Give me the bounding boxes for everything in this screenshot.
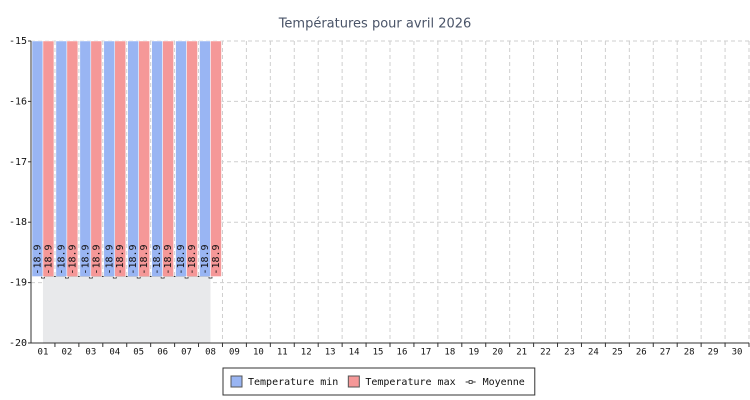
legend-box [222,367,536,396]
bar [90,40,103,277]
x-tick-label: 22 [540,348,551,358]
bar-value-label: -18.9 [80,244,91,274]
bar-value-label: -18.9 [32,244,43,274]
x-tick-label: 15 [373,348,384,358]
legend: Temperature min Temperature max Moyenne [222,367,536,396]
x-tick-label: 02 [61,348,72,358]
bar-value-label: -18.9 [211,244,222,274]
bar [175,40,187,277]
x-tick-label: 26 [636,348,647,358]
legend-label: Temperature min [248,377,338,388]
bar-value-label: -18.9 [91,244,102,274]
y-tick-label: -19 [9,278,27,289]
bar [186,40,198,277]
y-tick-label: -18 [9,217,27,228]
legend-label: Moyenne [483,377,525,388]
bar-value-label: -18.9 [67,244,78,274]
x-tick-label: 16 [397,348,408,358]
bar [210,40,222,277]
bar-value-label: -18.9 [187,244,198,274]
bar-value-label: -18.9 [104,244,115,274]
x-tick-label: 06 [157,348,168,358]
bar [127,40,139,277]
x-tick-label: 04 [109,348,120,358]
legend-swatch [230,375,243,388]
bar-value-label: -18.9 [176,244,187,274]
bar [79,40,92,277]
x-tick-label: 21 [516,348,527,358]
bar [199,40,211,277]
x-tick-label: 30 [732,348,743,358]
x-tick-label: 05 [133,348,144,358]
x-tick-label: 14 [349,348,360,358]
x-tick-label: 24 [588,348,599,358]
y-tick-label: -15 [9,36,27,47]
bar [31,40,44,277]
y-tick-label: -16 [9,96,27,107]
bar-value-label: -18.9 [56,244,67,274]
bar-value-label: -18.9 [115,244,126,274]
x-tick-label: 11 [277,348,288,358]
bar [151,40,163,277]
legend-label: Temperature max [365,377,455,388]
bar-value-label: -18.9 [163,244,174,274]
x-tick-label: 17 [420,348,431,358]
bar [138,40,150,277]
x-tick-label: 27 [660,348,671,358]
bar-value-label: -18.9 [43,244,54,274]
average-area [42,276,211,343]
x-tick-label: 09 [229,348,240,358]
bar [66,40,79,277]
bar-value-label: -18.9 [128,244,139,274]
bar [103,40,116,277]
x-tick-label: 07 [181,348,192,358]
x-tick-label: 10 [253,348,264,358]
x-tick-label: 03 [85,348,96,358]
bar [114,40,126,277]
x-tick-label: 01 [38,348,49,358]
x-tick-label: 29 [708,348,719,358]
x-tick-label: 28 [684,348,695,358]
bar [42,40,55,277]
bar-value-label: -18.9 [139,244,150,274]
x-tick-label: 08 [205,348,216,358]
bar [162,40,174,277]
y-tick-label: -20 [9,338,27,349]
x-tick-label: 13 [325,348,336,358]
bar [55,40,68,277]
chart-title: Températures pour avril 2026 [278,17,472,32]
bar-value-label: -18.9 [152,244,163,274]
x-tick-label: 19 [468,348,479,358]
x-tick-label: 12 [301,348,312,358]
x-tick-label: 25 [612,348,623,358]
x-tick-label: 23 [564,348,575,358]
legend-swatch [468,380,473,384]
bar-value-label: -18.9 [200,244,211,274]
legend-swatch [347,375,360,388]
y-tick-label: -17 [9,157,27,168]
x-tick-label: 20 [492,348,503,358]
x-tick-label: 18 [444,348,455,358]
